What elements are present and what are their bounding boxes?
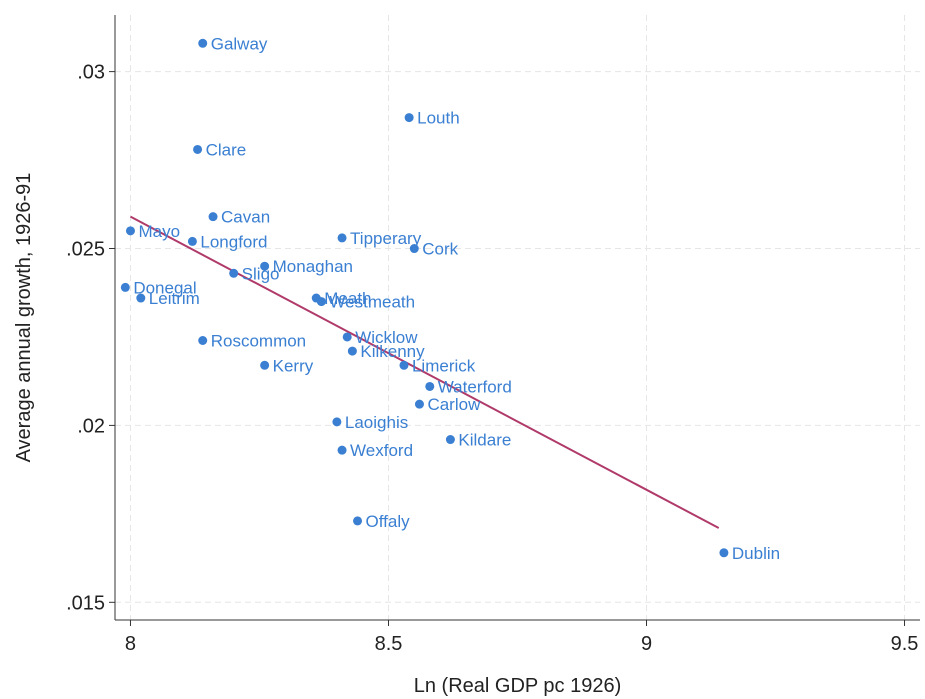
point-label: Offaly [366,512,411,531]
data-point [193,144,203,154]
point-label: Waterford [438,377,512,396]
data-point [198,38,208,48]
data-point [425,381,435,391]
data-point [198,335,208,345]
x-tick-label: 8 [125,633,136,655]
data-point [399,360,409,370]
data-point [404,113,414,123]
fit-line-group [130,215,720,529]
data-point [353,516,363,526]
data-point [125,226,135,236]
point-label: Wicklow [355,328,418,347]
x-tick-label: 9.5 [891,633,919,655]
data-point [337,445,347,455]
data-point [120,282,130,292]
data-points: Galway Louth Clare Cavan Mayo Longford Tippera… [120,34,780,563]
x-tick-label: 9 [641,633,652,655]
point-label: Galway [211,34,268,53]
data-point [260,261,270,271]
data-point [719,548,729,558]
point-label: Limerick [412,356,476,375]
point-label: Sligo [242,264,280,283]
y-axis-title: Average annual growth, 1926-91 [13,173,35,463]
point-label: Carlow [427,395,481,414]
data-point [342,332,352,342]
point-label: Cork [422,240,458,259]
grid [115,15,920,620]
point-label: Clare [206,140,247,159]
data-point [332,417,342,427]
point-label: Westmeath [329,293,415,312]
data-point [136,293,146,303]
point-label: Monaghan [273,257,353,276]
data-point [187,236,197,246]
point-label: Cavan [221,208,270,227]
x-axis-title: Ln (Real GDP pc 1926) [414,675,622,697]
data-point [337,233,347,243]
point-label: Kilkenny [360,342,425,361]
y-tick-label: .03 [77,62,105,84]
x-tick-label: 8.5 [375,633,403,655]
point-label: Longford [200,232,267,251]
y-tick-label: .02 [77,415,105,437]
axes [114,15,920,621]
point-label: Dublin [732,544,780,563]
point-label: Wexford [350,441,413,460]
point-label: Kerry [273,356,314,375]
data-point [229,268,239,278]
point-label: Kildare [458,431,511,450]
y-tick-label: .015 [66,592,105,614]
point-label: Roscommon [211,331,306,350]
point-label: Louth [417,109,460,128]
data-point [316,297,326,307]
point-label: Tipperary [350,229,422,248]
point-label: Laoighis [345,413,408,432]
data-point [414,399,424,409]
point-label: Donegal [133,278,196,297]
tick-labels: 8 8.5 9 9.5 .015 .02 .025 .03 [66,62,918,655]
data-point [260,360,270,370]
data-point [445,435,455,445]
y-tick-label: .025 [66,239,105,261]
point-label: Leitrim [149,289,200,308]
data-point [409,244,419,254]
data-point [347,346,357,356]
point-label: Mayo [138,222,180,241]
fit-line [130,215,720,529]
point-label: Meath [324,289,371,308]
data-point [208,212,218,222]
